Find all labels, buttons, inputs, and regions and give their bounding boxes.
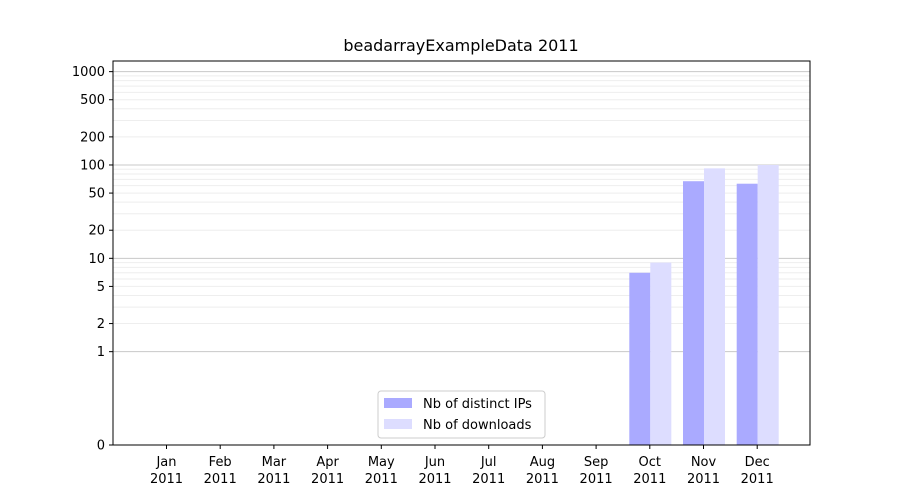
x-tick-label: Sep 2011 (580, 455, 613, 487)
legend-label: Nb of distinct IPs (423, 397, 532, 412)
y-tick-label: 10 (88, 252, 105, 267)
y-tick-label: 500 (80, 93, 105, 108)
y-tick-label: 1 (97, 345, 105, 360)
y-axis: 0 1 2 5 10 20 50 100 200 500 1000 (72, 65, 113, 454)
x-tick-label: Jun 2011 (418, 455, 451, 487)
y-tick-label: 5 (97, 280, 105, 295)
y-tick-label: 20 (88, 224, 105, 239)
bar-downloads-oct (650, 262, 672, 445)
y-tick-label: 200 (80, 130, 105, 145)
bars (629, 164, 779, 446)
y-tick-label: 2 (97, 317, 105, 332)
bar-distinct-ips-oct (629, 272, 651, 445)
plot-area-frame (112, 60, 811, 446)
x-tick-label: Oct 2011 (633, 455, 666, 487)
legend-box (377, 390, 546, 439)
chart-title: beadarrayExampleData 2011 (343, 36, 578, 55)
x-tick-label: Apr 2011 (311, 455, 344, 487)
bar-downloads-nov (704, 168, 725, 445)
x-tick-label: May 2011 (365, 455, 398, 487)
bar-distinct-ips-nov (683, 181, 704, 446)
x-tick-label: Mar 2011 (257, 455, 290, 487)
legend: Nb of distinct IPs Nb of downloads (377, 390, 546, 439)
legend-swatch (384, 398, 412, 408)
x-tick-label: Dec 2011 (741, 455, 774, 487)
x-tick-label: Nov 2011 (687, 455, 720, 487)
x-axis: Jan 2011 Feb 2011 Mar 2011 Apr 2011 May 2011 Jun 20… (150, 445, 774, 487)
y-tick-label: 50 (88, 187, 105, 202)
y-tick-label: 1000 (72, 65, 105, 80)
x-tick-label: Feb 2011 (204, 455, 237, 487)
y-tick-label: 0 (97, 439, 105, 454)
bar-downloads-dec (757, 164, 779, 446)
legend-label: Nb of downloads (423, 418, 532, 433)
x-tick-label: Jul 2011 (472, 455, 505, 487)
legend-swatch (384, 419, 412, 429)
x-tick-label: Aug 2011 (526, 455, 559, 487)
x-tick-label: Jan 2011 (150, 455, 183, 487)
y-tick-label: 100 (80, 158, 105, 173)
bar-distinct-ips-dec (736, 183, 758, 445)
